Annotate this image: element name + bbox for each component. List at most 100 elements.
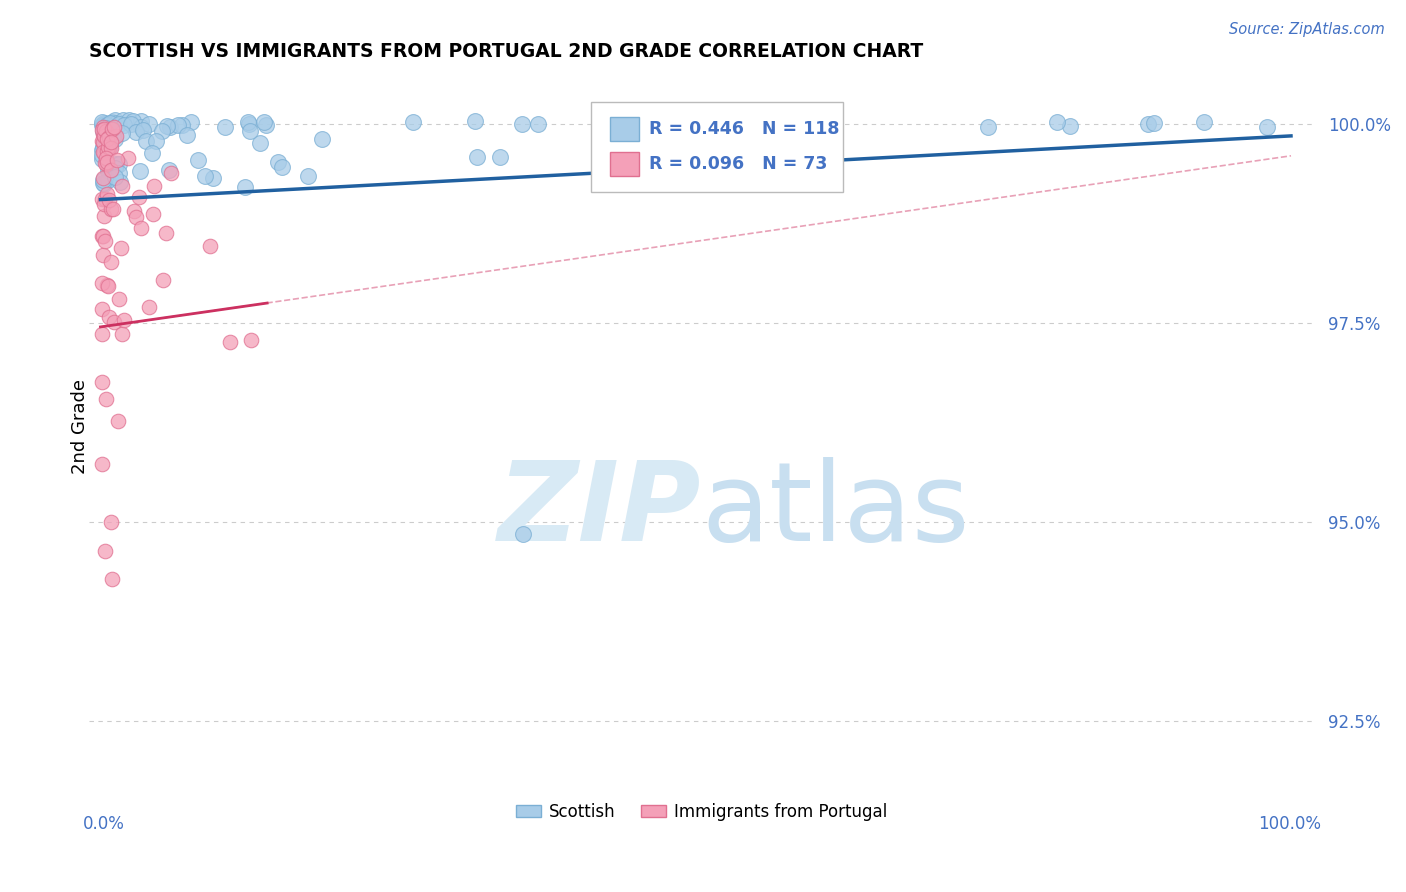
Point [108,157,131,171]
Point [155,226,177,240]
Point [111,126,134,140]
Point [91,176,114,190]
Point [91,276,114,290]
Point [90,123,112,137]
Point [527,117,550,131]
Point [94,117,117,131]
Point [105,153,128,168]
Text: ZIP: ZIP [498,457,702,564]
Point [172,118,194,132]
Point [94,192,117,206]
Point [91,248,114,262]
Point [94,123,117,137]
Point [91,229,114,244]
Point [122,203,145,218]
Y-axis label: 2nd Grade: 2nd Grade [72,379,89,474]
Point [152,273,174,287]
Point [128,189,150,203]
Point [98,117,121,131]
Point [239,124,262,138]
Point [100,120,122,135]
Point [93,124,115,138]
Point [111,178,134,193]
Point [94,392,117,406]
Point [93,122,115,136]
Point [96,119,118,133]
Point [91,118,114,132]
Point [1136,117,1159,131]
Point [98,310,121,324]
Point [135,134,157,148]
Point [727,114,749,128]
Point [297,169,319,183]
Point [97,139,120,153]
Point [93,209,115,223]
Point [96,144,118,158]
Point [94,124,117,138]
Point [118,113,141,128]
Point [180,115,202,129]
Point [187,153,209,167]
Legend: Scottish, Immigrants from Portugal: Scottish, Immigrants from Portugal [509,797,894,828]
Text: 0.0%: 0.0% [83,815,124,833]
Text: R = 0.096   N = 73: R = 0.096 N = 73 [650,154,827,173]
Point [103,120,125,135]
Point [93,145,115,160]
Point [236,114,259,128]
Point [1192,115,1215,129]
Point [96,186,118,201]
Point [94,544,117,558]
Point [160,166,183,180]
Text: SCOTTISH VS IMMIGRANTS FROM PORTUGAL 2ND GRADE CORRELATION CHART: SCOTTISH VS IMMIGRANTS FROM PORTUGAL 2ND… [89,42,922,61]
Point [93,177,115,191]
Point [131,220,153,235]
Point [198,239,221,253]
Point [253,115,276,129]
Point [270,160,292,174]
Point [108,175,131,189]
Point [105,115,128,129]
Text: Source: ZipAtlas.com: Source: ZipAtlas.com [1229,22,1385,37]
Point [96,118,118,132]
Point [110,241,132,255]
Point [267,154,290,169]
Point [1256,120,1278,135]
Point [97,130,120,145]
Point [91,140,114,154]
Point [94,118,117,132]
Point [100,121,122,136]
Point [100,140,122,154]
FancyBboxPatch shape [592,102,842,192]
Point [157,162,180,177]
Point [112,119,135,133]
Point [976,120,998,134]
Point [145,134,167,148]
Point [91,135,114,149]
Point [125,210,148,224]
Point [132,123,155,137]
Point [510,117,533,131]
Point [100,163,122,178]
Point [96,277,118,292]
Point [176,128,198,142]
Bar [610,152,640,176]
Point [100,123,122,137]
Point [100,255,122,269]
Point [512,527,534,541]
Point [104,132,127,146]
Point [108,166,131,180]
Point [125,125,148,139]
Point [93,128,115,143]
Bar [610,117,640,141]
Point [101,202,124,216]
Point [104,170,127,185]
Point [214,120,236,134]
Point [107,413,129,427]
Point [101,122,124,136]
Point [402,114,425,128]
Point [91,127,114,141]
Point [94,156,117,170]
Point [141,146,163,161]
Point [91,192,114,206]
Point [121,114,143,128]
